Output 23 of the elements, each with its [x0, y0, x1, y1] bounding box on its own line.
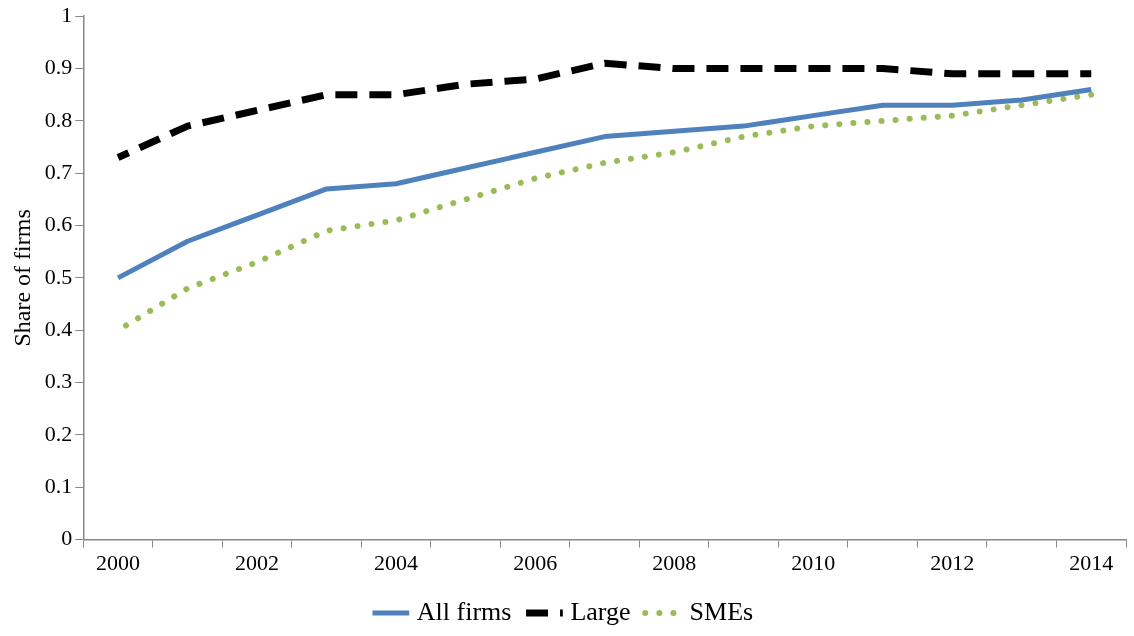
y-tick-label: 0.8: [44, 106, 73, 132]
y-tick-label: 0.2: [44, 420, 73, 446]
x-tick-label: 2014: [1069, 549, 1114, 575]
legend-label: SMEs: [689, 596, 754, 626]
legend-label: Large: [570, 596, 631, 626]
y-tick-label: 0.9: [44, 54, 73, 80]
y-tick-label: 1: [61, 1, 73, 27]
y-tick-label: 0: [61, 525, 73, 551]
y-tick-label: 0.3: [44, 368, 73, 394]
y-tick-label: 0.1: [44, 473, 73, 499]
x-tick-label: 2012: [930, 549, 975, 575]
legend-label: All firms: [416, 596, 512, 626]
y-tick-label: 0.7: [44, 159, 73, 184]
y-tick-label: 0.4: [44, 316, 73, 342]
x-tick-label: 2006: [513, 549, 558, 575]
x-tick-label: 2010: [791, 549, 836, 575]
y-tick-label: 0.5: [44, 263, 73, 289]
x-tick-label: 2002: [235, 549, 280, 575]
y-axis-title: Share of firms: [8, 209, 35, 347]
x-tick-label: 2008: [652, 549, 697, 575]
x-tick-label: 2000: [96, 549, 141, 575]
x-tick-label: 2004: [374, 549, 419, 575]
y-tick-label: 0.6: [44, 211, 73, 237]
